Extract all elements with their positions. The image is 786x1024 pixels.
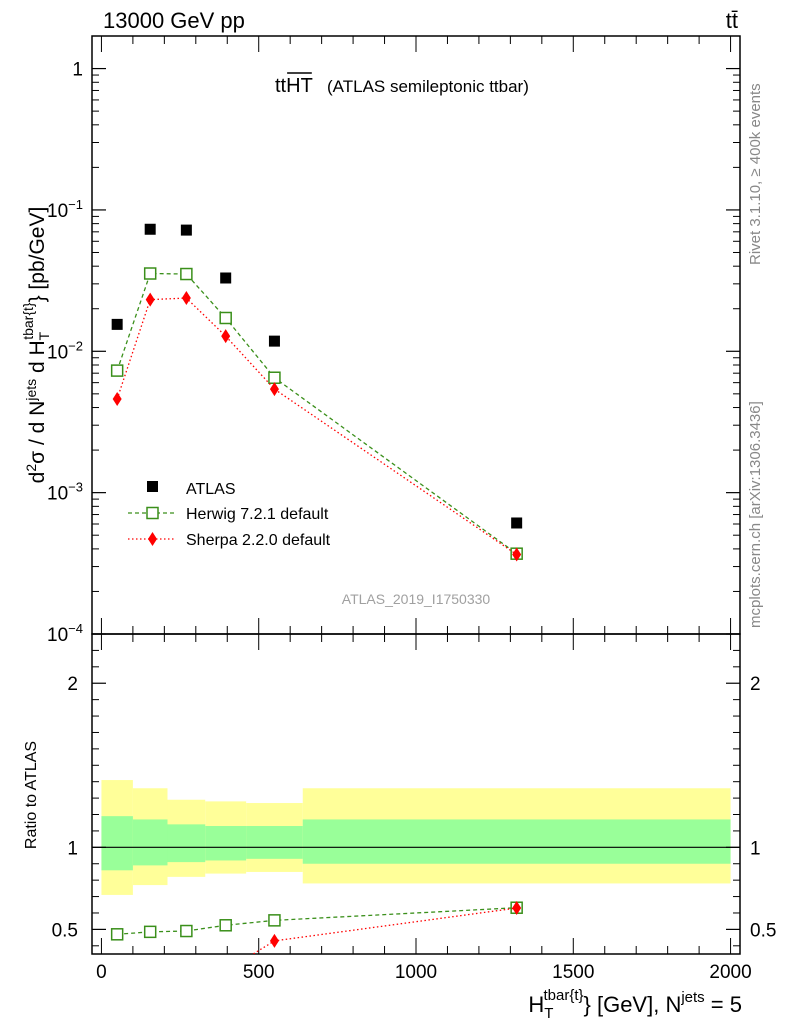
main-atlas-point [111,318,123,330]
x-axis-label: HTtbar{t}} [GeV], Njets = 5 [528,987,742,1022]
main-y-tick-base: 10 [47,484,68,505]
main-herwig-point [219,311,232,325]
rivet-version-label: Rivet 3.1.10, ≥ 400k events [747,83,764,265]
main-atlas-point [511,517,523,529]
main-y-tick-base: 10 [47,342,68,363]
ratio-x-tick-label: 2000 [709,962,751,983]
main-atlas-point [220,272,232,284]
ratio-y-tick-label-right: 1 [750,838,761,859]
ratio-series-clipped [110,901,523,954]
ratio-y-tick-label-right: 2 [750,674,761,695]
main-y-tick-exponent: −3 [68,480,83,495]
ratio-sherpa-point [512,901,522,916]
main-y-tick-base: 10 [47,625,68,646]
legend-atlas-marker [147,481,158,492]
ratio-y-tick-label-right: 0.5 [750,920,776,941]
ratio-x-tick-label: 1000 [395,962,437,983]
main-atlas-point [268,335,280,347]
main-herwig-line [116,272,518,555]
analysis-watermark: ATLAS_2019_I1750330 [342,591,491,607]
plot-title: ttHT [275,75,313,97]
main-sherpa-point [269,382,279,397]
plot-subtitle: (ATLAS semileptonic ttbar) [327,77,529,96]
main-y-tick-exponent: −2 [68,338,83,353]
main-y-tick-exponent: −1 [68,197,83,212]
ratio-y-tick-label-left: 1 [67,838,78,859]
main-axis-ticks: 110−110−210−310−4 [47,36,740,646]
main-herwig-point [143,267,157,280]
main-y-tick-label: 1 [72,60,83,81]
ratio-axis-ticks: 0.5 0.5 1 1 2 2 0 500 1000 1500 2000 [52,634,776,983]
main-sherpa-line [116,297,518,556]
ratio-inner-band [302,819,731,864]
main-atlas-point [180,224,192,236]
ratio-herwig-point [143,925,157,939]
ratio-inner-band [205,826,247,861]
ratio-herwig-point [110,928,124,941]
plot-title-overlined: HT [286,75,313,97]
ratio-x-tick-label: 0 [96,962,107,983]
ratio-y-tick-label-left: 0.5 [52,920,78,941]
main-herwig-point [268,371,281,384]
ratio-herwig-line [117,907,517,935]
ratio-inner-band [101,816,133,871]
ratio-herwig-point [180,924,193,938]
ratio-inner-band [132,819,168,866]
main-sherpa-point [145,292,155,307]
main-y-tick-label: 10−4 [47,621,83,646]
ratio-x-tick-label: 500 [243,962,275,983]
main-herwig-point [110,364,124,377]
ratio-sherpa-point [269,933,279,948]
ratio-uncertainty-bands [92,780,740,895]
main-y-tick-label: 10−3 [47,480,83,505]
plot-title-main: tt [275,75,287,97]
header-energy-label: 13000 GeV pp [103,8,245,33]
ratio-inner-band [167,824,206,863]
main-sherpa-point [512,547,522,562]
main-y-tick-base: 10 [47,201,68,222]
legend-herwig-marker [146,506,159,520]
legend: ATLAS Herwig 7.2.1 default Sherpa 2.2.0 … [128,481,331,549]
main-herwig-point [180,267,193,281]
legend-atlas-label: ATLAS [186,481,236,498]
ratio-x-tick-label: 1500 [552,962,594,983]
main-y-axis-label: d2σ / d Njets d HTtbar{t}} [pb/GeV] [20,207,52,484]
ratio-herwig-point [219,919,232,932]
mcplots-label: mcplots.cern.ch [arXiv:1306.3436] [747,401,764,628]
main-sherpa-point [112,391,122,406]
ratio-y-tick-label-left: 2 [67,674,78,695]
main-series-layer [110,223,523,562]
ratio-y-axis-label: Ratio to ATLAS [23,741,40,849]
main-y-tick-label: 10−1 [47,197,83,222]
main-atlas-point [144,223,156,235]
legend-sherpa-marker [148,532,157,546]
ratio-series-layer [110,901,523,954]
main-sherpa-point [181,291,191,306]
legend-herwig-label: Herwig 7.2.1 default [186,506,329,523]
legend-sherpa-label: Sherpa 2.2.0 default [186,532,331,549]
ratio-plot-panel: 0.5 0.5 1 1 2 2 0 500 1000 1500 2000 Ratio to ATLA… [23,633,776,1022]
header-process-label: tt̄ [726,8,738,33]
main-y-tick-exponent: −4 [68,621,83,636]
ratio-herwig-point [268,914,281,927]
ratio-inner-band [246,826,303,859]
main-y-tick-label: 10−2 [47,338,83,363]
main-plot-panel: 110−110−210−310−4 ttHT (ATLAS semilepton… [20,35,741,646]
main-sherpa-point [221,329,231,344]
